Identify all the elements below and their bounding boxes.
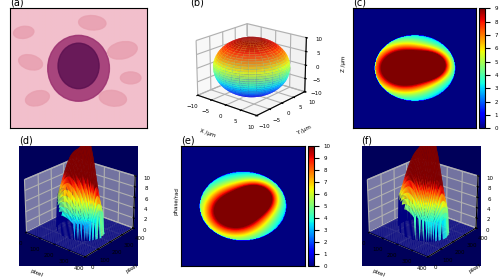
Ellipse shape <box>18 55 42 70</box>
Ellipse shape <box>120 72 141 84</box>
Ellipse shape <box>58 43 99 89</box>
Text: (e): (e) <box>182 136 195 145</box>
Ellipse shape <box>26 90 50 106</box>
X-axis label: X /μm: X /μm <box>198 129 216 139</box>
Text: (a): (a) <box>10 0 24 8</box>
Y-axis label: pixel: pixel <box>126 263 139 274</box>
Ellipse shape <box>100 90 126 106</box>
Text: (f): (f) <box>362 136 372 145</box>
Ellipse shape <box>48 35 110 101</box>
X-axis label: pixel: pixel <box>372 269 386 278</box>
Y-axis label: pixel: pixel <box>468 263 482 274</box>
Ellipse shape <box>108 41 137 59</box>
Y-axis label: Y /μm: Y /μm <box>296 124 312 136</box>
Text: (b): (b) <box>190 0 204 8</box>
X-axis label: pixel: pixel <box>29 269 43 278</box>
Ellipse shape <box>14 26 34 38</box>
Text: (d): (d) <box>18 136 32 145</box>
Ellipse shape <box>78 16 106 30</box>
Text: (c): (c) <box>353 0 366 8</box>
